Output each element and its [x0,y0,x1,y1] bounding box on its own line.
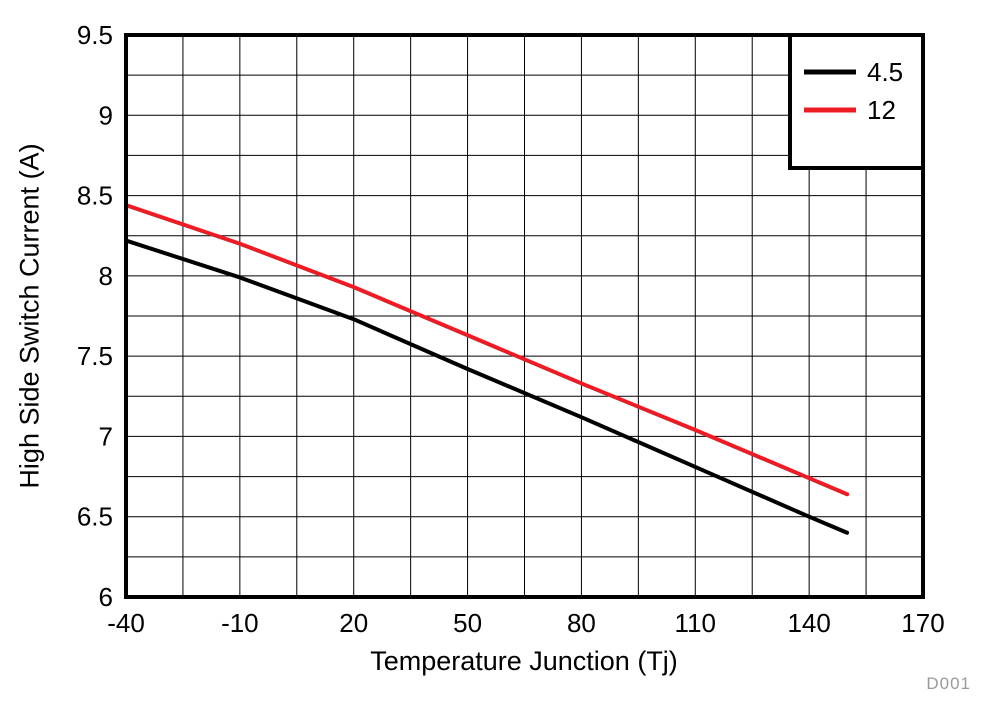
y-tick-label: 9.5 [77,20,113,50]
x-tick-label: -10 [221,608,259,638]
series-line-12 [124,203,850,497]
plot-border [124,33,925,599]
watermark: D001 [926,674,971,693]
y-tick-label: 6.5 [77,502,113,532]
x-axis-title: Temperature Junction (Tj) [370,646,678,676]
x-tick-label: -40 [107,608,145,638]
x-tick-label: 20 [339,608,368,638]
series-line-4.5 [124,238,850,535]
x-tick-label: 170 [901,608,944,638]
legend-box [788,33,925,170]
x-tick-label: 110 [675,608,716,638]
y-axis-title: High Side Switch Current (A) [14,143,45,489]
y-tick-label: 8 [99,261,113,291]
x-tick-label: 140 [787,608,830,638]
y-tick-label: 9 [99,100,113,130]
y-tick-label: 6 [99,582,113,612]
y-tick-label: 7 [99,421,113,451]
y-tick-label: 7.5 [77,341,113,371]
x-tick-label: 50 [453,608,482,638]
x-tick-label: 80 [567,608,596,638]
legend-label-4.5: 4.5 [867,57,903,87]
legend-label-12: 12 [867,95,896,125]
y-tick-label: 8.5 [77,181,113,211]
